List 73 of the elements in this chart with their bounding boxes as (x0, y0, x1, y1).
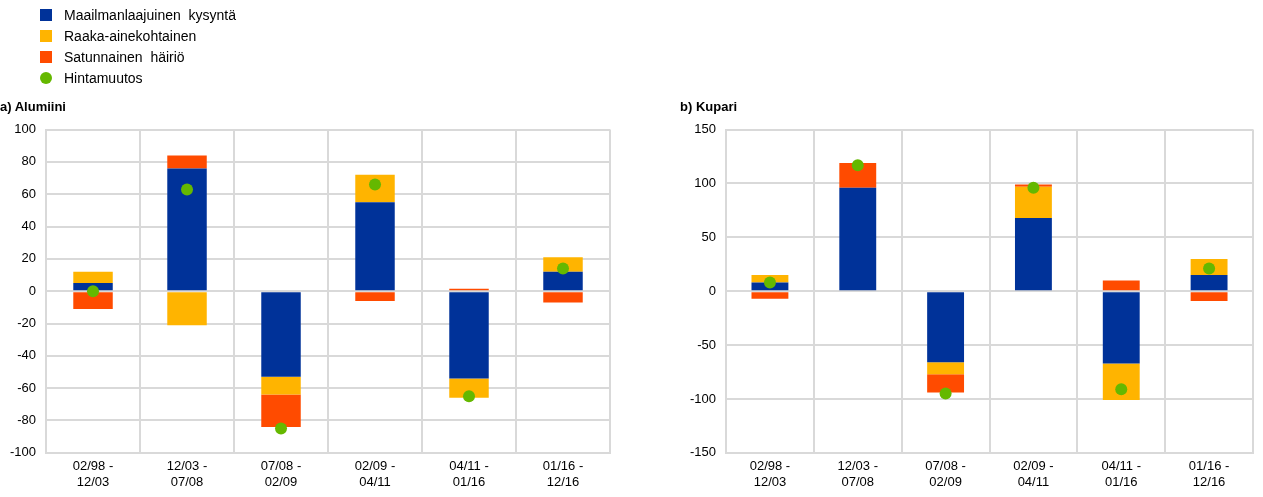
bar (355, 292, 395, 301)
y-tick-label: 60 (21, 185, 37, 201)
point (1027, 181, 1040, 194)
legend-label: Maailmanlaajuinen kysyntä (64, 6, 236, 23)
y-tick-label: -150 (689, 444, 717, 460)
bar (167, 168, 207, 291)
bar (543, 271, 583, 291)
point (181, 183, 194, 196)
x-tick-label: 04/11 - 01/16 (1101, 458, 1142, 489)
x-tick-label: 04/11 - 01/16 (449, 458, 489, 489)
bar (1190, 275, 1228, 291)
chart-title: a) Alumiini (0, 99, 66, 115)
y-tick-label: 100 (694, 175, 717, 191)
bar (261, 292, 301, 377)
x-tick-label: 02/09 - 04/11 (1013, 458, 1054, 489)
chart-title: b) Kupari (680, 99, 738, 115)
bar (73, 292, 113, 309)
bar (167, 155, 207, 169)
point (1115, 383, 1128, 396)
y-tick-label: 0 (708, 282, 717, 298)
y-tick-label: -80 (17, 412, 37, 428)
bar (1014, 217, 1052, 291)
bar (167, 292, 207, 326)
y-tick-label: 100 (14, 121, 37, 137)
y-tick-label: -60 (17, 379, 37, 395)
bar (1014, 186, 1052, 218)
point (87, 285, 100, 298)
y-tick-label: -40 (17, 347, 37, 363)
x-tick-label: 02/98 - 12/03 (749, 458, 791, 489)
bar (1102, 280, 1140, 291)
bar (355, 174, 395, 203)
y-tick-label: -50 (697, 336, 717, 352)
bar (1102, 363, 1140, 401)
y-tick-label: -100 (689, 390, 717, 406)
bar (355, 202, 395, 291)
bar (839, 187, 877, 291)
bar (1190, 292, 1228, 301)
x-tick-label: 01/16 - 12/16 (542, 458, 584, 489)
legend-label: Satunnainen häiriö (64, 48, 185, 65)
legend-label: Raaka-ainekohtainen (64, 27, 197, 44)
y-tick-label: 150 (694, 121, 717, 137)
y-tick-label: 0 (28, 282, 37, 298)
bar (449, 292, 489, 379)
y-tick-label: 50 (701, 228, 717, 244)
bar (73, 271, 113, 284)
y-tick-label: 40 (21, 218, 37, 234)
bar (927, 362, 965, 375)
point (851, 159, 864, 172)
x-tick-label: 07/08 - 02/09 (260, 458, 302, 489)
x-tick-label: 12/03 - 07/08 (166, 458, 208, 489)
bar (751, 292, 789, 299)
y-tick-label: 80 (21, 153, 37, 169)
bar (839, 163, 877, 188)
x-tick-label: 12/03 - 07/08 (837, 458, 879, 489)
x-tick-label: 01/16 - 12/16 (1188, 458, 1230, 489)
legend-label: Hintamuutos (64, 69, 143, 86)
bar (261, 394, 301, 427)
point (763, 276, 776, 289)
y-tick-label: -100 (9, 444, 37, 460)
x-tick-label: 02/09 - 04/11 (354, 458, 396, 489)
point (939, 387, 952, 400)
bar (449, 378, 489, 398)
y-tick-label: 20 (21, 250, 37, 266)
bar (927, 292, 965, 363)
bar (927, 374, 965, 393)
bar (543, 292, 583, 303)
bar (1102, 292, 1140, 364)
point (463, 390, 476, 403)
x-tick-label: 07/08 - 02/09 (925, 458, 966, 489)
point (275, 422, 288, 435)
y-tick-label: -20 (17, 315, 37, 331)
x-tick-label: 02/98 - 12/03 (72, 458, 114, 489)
bar (261, 376, 301, 395)
